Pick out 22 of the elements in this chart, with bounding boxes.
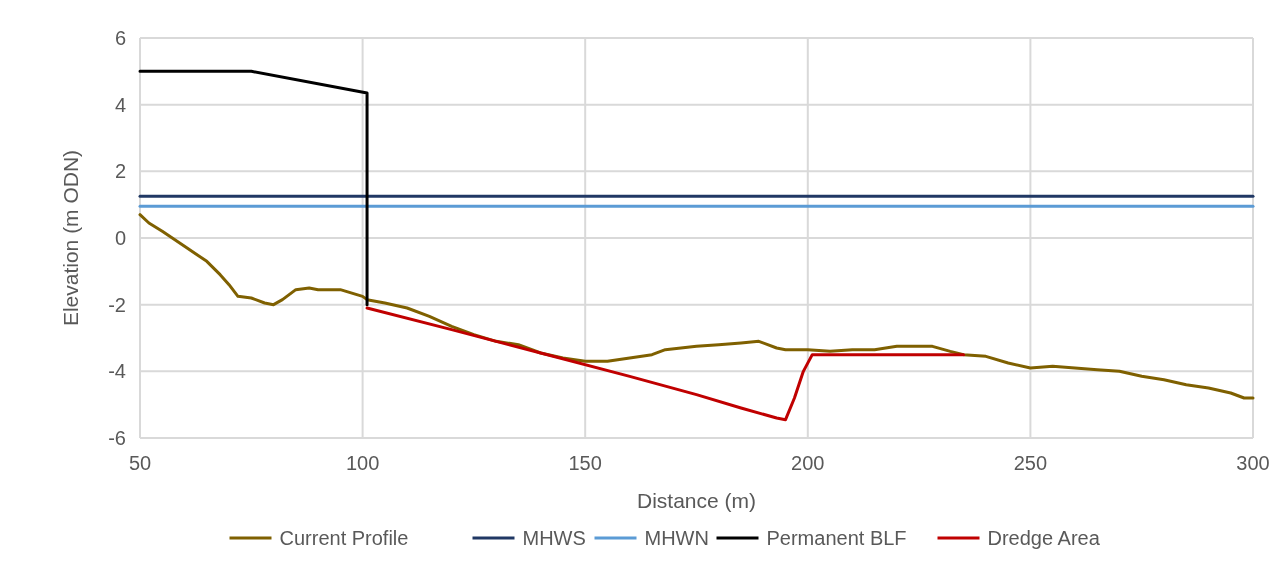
y-tick-label: -4 bbox=[108, 360, 126, 383]
x-tick-label: 200 bbox=[791, 452, 825, 474]
y-tick-label: 2 bbox=[114, 160, 126, 183]
legend-label: MHWS bbox=[522, 527, 586, 549]
x-tick-label: 100 bbox=[345, 452, 380, 474]
line-series bbox=[365, 306, 966, 422]
x-tick-label: 50 bbox=[128, 452, 152, 474]
y-tick-label: 4 bbox=[114, 93, 126, 116]
legend-label: Dredge Area bbox=[987, 527, 1101, 549]
x-tick-label: 300 bbox=[1236, 452, 1270, 474]
x-tick-label: 150 bbox=[568, 452, 602, 474]
x-axis-title: Distance (m) bbox=[636, 489, 757, 512]
legend-label: Current Profile bbox=[279, 527, 409, 549]
legend-label: MHWN bbox=[644, 527, 709, 549]
y-tick-label: -2 bbox=[108, 293, 126, 316]
line-series bbox=[138, 213, 1255, 400]
y-axis-title: Elevation (m ODN) bbox=[59, 149, 82, 327]
y-tick-label: 0 bbox=[114, 227, 126, 249]
legend-label: Permanent BLF bbox=[766, 527, 907, 549]
y-tick-label: 6 bbox=[114, 27, 126, 49]
y-tick-label: -6 bbox=[108, 427, 126, 449]
x-tick-label: 250 bbox=[1013, 452, 1048, 474]
